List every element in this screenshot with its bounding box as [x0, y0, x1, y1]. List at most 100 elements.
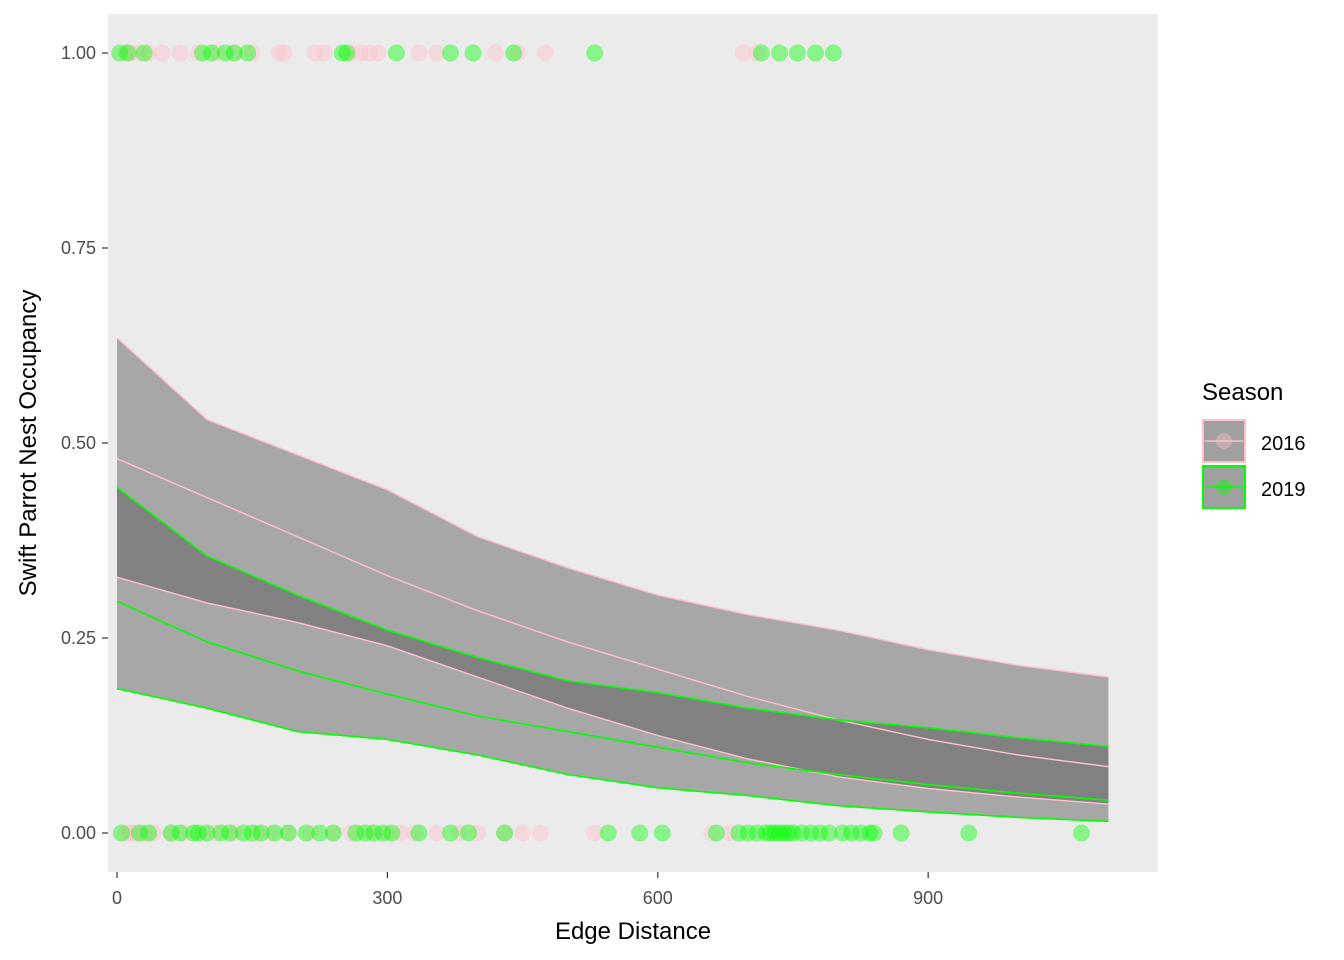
point-2019 — [811, 824, 829, 842]
x-axis: 0 300 600 900 — [112, 872, 943, 908]
point-2019 — [410, 824, 428, 842]
point-2016 — [153, 44, 171, 62]
point-2019 — [505, 44, 523, 62]
point-2016 — [207, 824, 225, 842]
point-2016 — [171, 44, 189, 62]
point-2019 — [111, 44, 129, 62]
point-2019 — [365, 824, 383, 842]
data-points — [111, 44, 1090, 842]
point-2019 — [775, 824, 793, 842]
point-2019 — [707, 824, 725, 842]
upper-bound-2016 — [116, 337, 1109, 678]
point-2019 — [221, 824, 239, 842]
point-2016 — [496, 824, 514, 842]
point-2019 — [185, 824, 203, 842]
lower-bound-2019 — [116, 687, 1109, 823]
point-2019 — [771, 824, 788, 842]
point-2016 — [734, 44, 752, 62]
y-tick-label: 0.00 — [61, 823, 96, 843]
point-2019 — [135, 44, 153, 62]
plot-panel — [108, 14, 1158, 872]
lower-bound-2016 — [116, 576, 1109, 805]
point-2019 — [793, 824, 811, 842]
point-2019 — [333, 44, 351, 62]
point-2019 — [131, 824, 148, 842]
point-2019 — [162, 824, 180, 842]
point-2016 — [302, 824, 320, 842]
legend-label-2019: 2019 — [1261, 479, 1306, 501]
point-2019 — [730, 824, 748, 842]
point-2016 — [428, 824, 446, 842]
point-2016 — [306, 44, 324, 62]
point-2016 — [703, 824, 721, 842]
point-2016 — [487, 44, 505, 62]
x-tick-label: 300 — [372, 888, 402, 908]
point-2019 — [198, 824, 216, 842]
point-2019 — [266, 824, 284, 842]
point-2016 — [536, 44, 554, 62]
y-tick-label: 1.00 — [61, 43, 96, 63]
legend-item-2016: 2016 — [1202, 419, 1306, 463]
point-2016 — [324, 824, 342, 842]
point-2019 — [203, 44, 221, 62]
legend-item-2019: 2019 — [1202, 465, 1306, 509]
point-2019 — [807, 44, 824, 62]
point-2019 — [825, 44, 842, 62]
point-2019 — [843, 824, 861, 842]
point-2016 — [428, 44, 446, 62]
point-2019 — [766, 824, 784, 842]
point-2019 — [243, 824, 261, 842]
legend-label-2016: 2016 — [1261, 433, 1306, 455]
point-2019 — [212, 824, 230, 842]
point-2019 — [239, 44, 257, 62]
ribbon-2016 — [117, 337, 1109, 805]
point-2019 — [834, 824, 851, 842]
point-2016 — [243, 44, 261, 62]
point-2019 — [861, 824, 879, 842]
y-tick-label: 0.75 — [61, 238, 96, 258]
fit-line-2016 — [116, 457, 1109, 768]
x-tick-label: 600 — [643, 888, 673, 908]
point-2019 — [960, 824, 978, 842]
point-2016 — [369, 44, 387, 62]
point-2019 — [757, 824, 775, 842]
point-2016 — [122, 44, 139, 62]
point-2019 — [225, 44, 243, 62]
point-2016 — [342, 44, 360, 62]
point-2019 — [297, 824, 315, 842]
point-2016 — [270, 44, 288, 62]
point-2016 — [451, 824, 468, 842]
point-2016 — [194, 824, 212, 842]
point-2019 — [252, 824, 270, 842]
point-2019 — [442, 44, 459, 62]
point-2016 — [532, 824, 550, 842]
point-2019 — [234, 824, 252, 842]
point-2019 — [599, 824, 617, 842]
point-2019 — [347, 824, 365, 842]
point-2019 — [140, 824, 158, 842]
point-2019 — [748, 824, 766, 842]
point-2016 — [514, 824, 532, 842]
point-2019 — [119, 44, 137, 62]
point-2019 — [496, 824, 514, 842]
point-2019 — [338, 44, 356, 62]
point-2019 — [865, 824, 883, 842]
point-2019 — [802, 824, 820, 842]
point-2016 — [351, 44, 369, 62]
point-2016 — [117, 824, 135, 842]
point-2016 — [342, 824, 360, 842]
point-2019 — [852, 824, 870, 842]
point-2019 — [752, 44, 770, 62]
y-axis-title: Swift Parrot Nest Occupancy — [15, 290, 42, 597]
point-2016 — [144, 824, 162, 842]
point-2016 — [225, 44, 243, 62]
legend: Season 2016 2019 — [1202, 379, 1306, 509]
point-2016 — [140, 44, 158, 62]
point-2016 — [131, 44, 148, 62]
upper-bound-2019 — [116, 486, 1109, 748]
point-2019 — [374, 824, 392, 842]
point-2019 — [820, 824, 838, 842]
point-2019 — [761, 824, 779, 842]
point-2019 — [789, 44, 806, 62]
ribbon-2019 — [117, 487, 1109, 822]
